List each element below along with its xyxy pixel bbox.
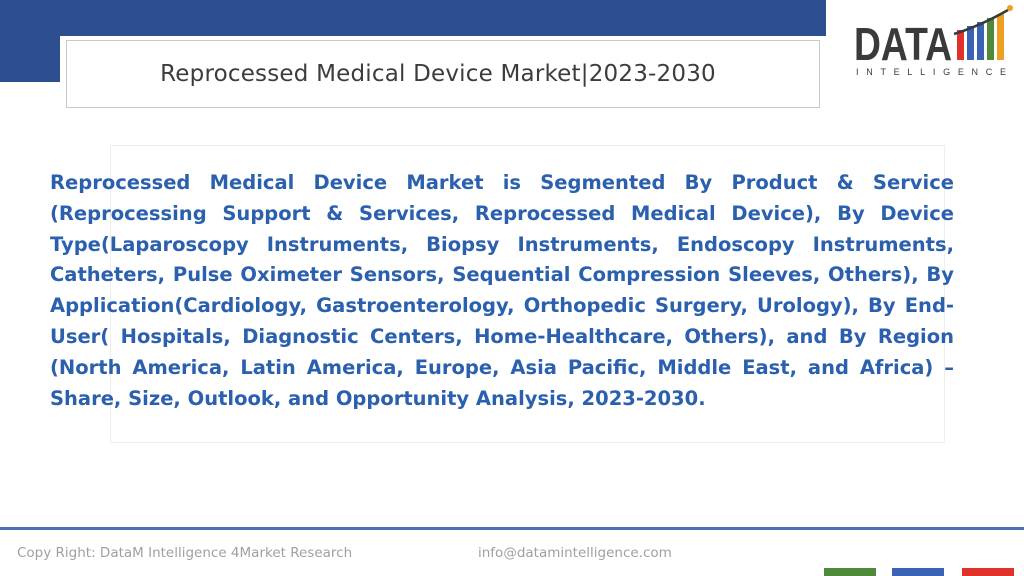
logo-bar-blue <box>967 26 974 60</box>
logo-bar-blue-2 <box>977 22 984 60</box>
logo-bar-green <box>987 18 994 60</box>
logo-star-dot <box>1007 5 1013 11</box>
footer-email[interactable]: info@datamintelligence.com <box>478 545 672 561</box>
logo-bar-red <box>957 30 964 60</box>
logo-word: DATA <box>854 18 952 70</box>
footer-copyright: Copy Right: DataM Intelligence 4Market R… <box>17 545 353 561</box>
market-description: Reprocessed Medical Device Market is Seg… <box>50 171 954 410</box>
footer-accent-green <box>824 568 876 576</box>
content-frame <box>110 145 945 443</box>
header-band <box>0 0 826 36</box>
title-box: Reprocessed Medical Device Market|2023-2… <box>66 40 820 108</box>
page-title: Reprocessed Medical Device Market|2023-2… <box>160 61 716 87</box>
logo-bar-orange <box>997 14 1004 60</box>
footer-divider <box>0 527 1024 530</box>
footer-accent-blue <box>892 568 944 576</box>
logo-graphic: DATA INTELLIGENCE <box>854 5 1013 77</box>
logo-trend-line <box>953 8 1009 36</box>
datam-intelligence-logo: DATA INTELLIGENCE <box>850 4 1016 80</box>
header-accent-band <box>0 36 60 82</box>
footer-accent-red <box>962 568 1014 576</box>
